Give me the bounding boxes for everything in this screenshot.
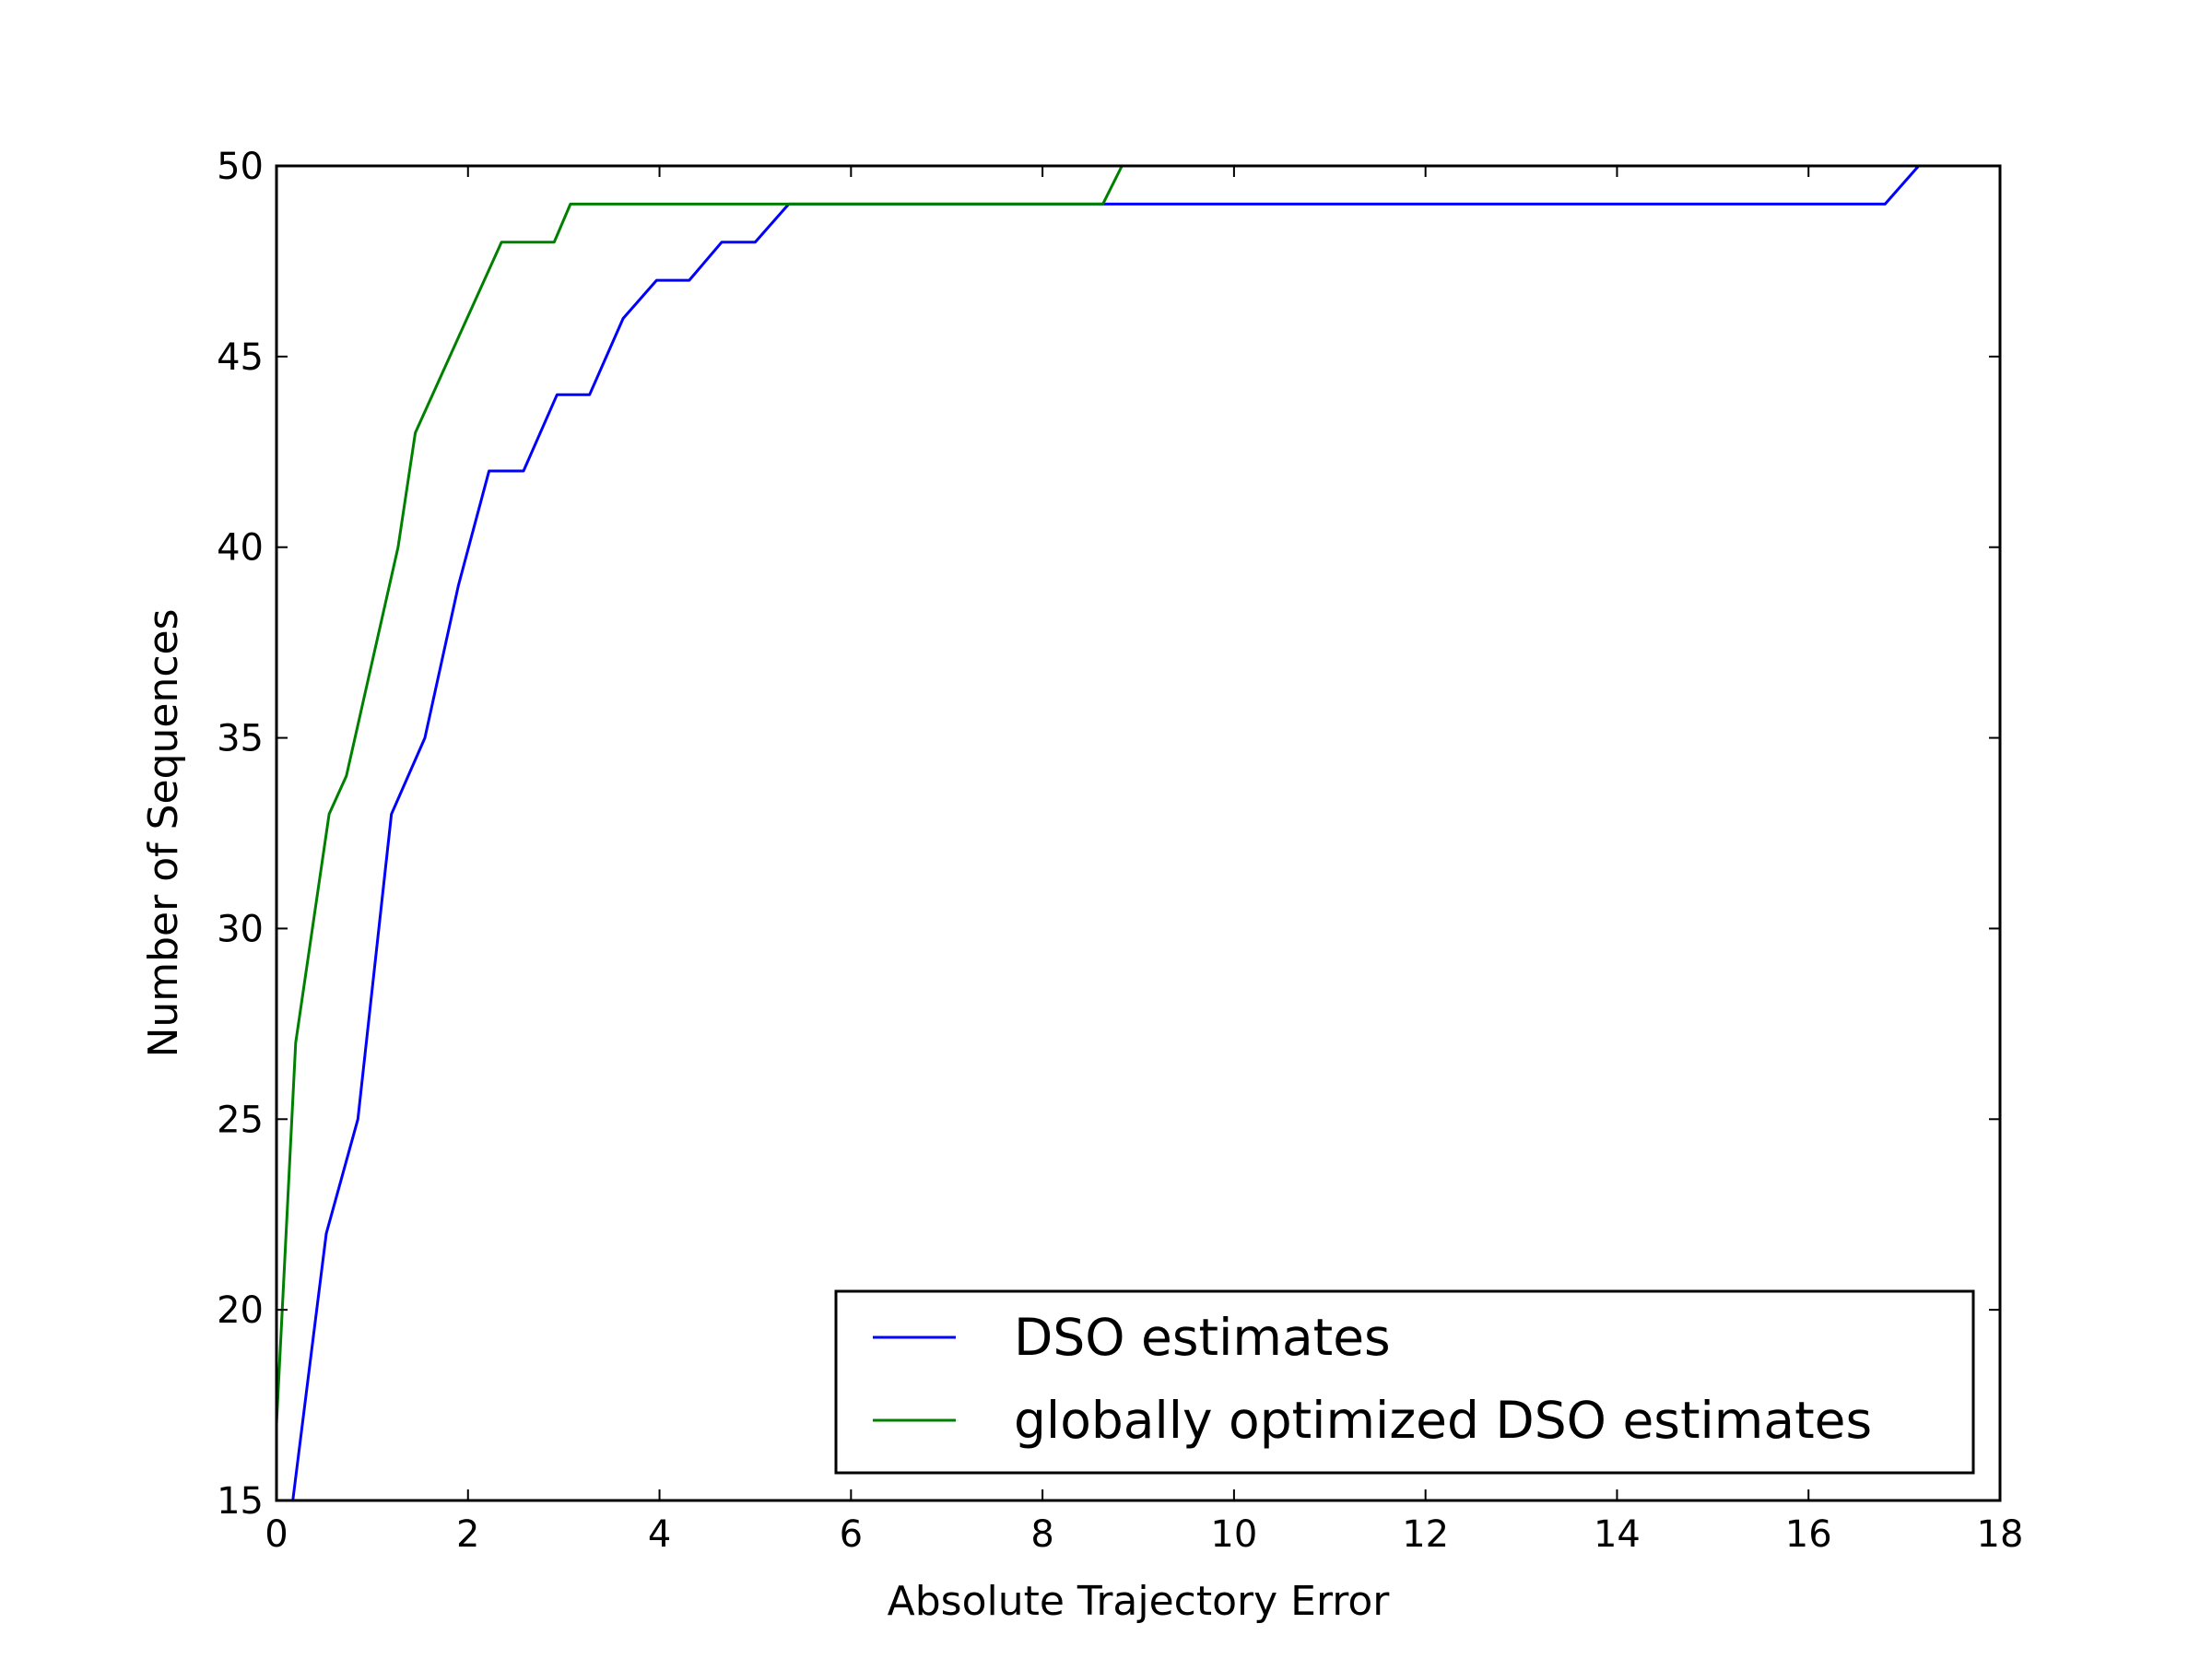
x-tick-label: 12 [1402,1513,1449,1556]
x-tick-label: 0 [265,1513,288,1556]
x-axis-label: Absolute Trajectory Error [888,1578,1391,1625]
legend: DSO estimates globally optimized DSO est… [834,1289,1975,1475]
ticks-layer: 0 2 4 6 8 10 12 14 16 18 15 20 25 30 35 40 45 50 [217,146,2023,1556]
y-tick-label: 35 [217,718,264,760]
legend-label-global: globally optimized DSO estimates [1014,1391,1872,1450]
x-tick-label: 6 [840,1513,863,1556]
x-tick-label: 2 [456,1513,479,1556]
series-layer [275,165,1920,1501]
y-tick-label: 45 [217,336,264,379]
y-tick-label: 50 [217,146,264,188]
series-line-global [275,165,1124,1425]
y-tick-label: 40 [217,527,264,570]
y-tick-label: 20 [217,1289,264,1332]
plot-frame [275,164,2002,1502]
x-tick-label: 16 [1785,1513,1832,1556]
legend-box [834,1289,1975,1475]
y-tick-label: 25 [217,1099,264,1141]
y-axis-label: Number of Sequences [140,608,187,1057]
x-tick-label: 4 [648,1513,671,1556]
series-line-dso [291,165,1920,1501]
x-tick-label: 10 [1210,1513,1257,1556]
legend-label-dso: DSO estimates [1014,1308,1391,1367]
y-tick-label: 30 [217,908,264,950]
x-tick-label: 14 [1594,1513,1641,1556]
y-tick-label: 15 [217,1480,264,1523]
x-tick-label: 18 [1977,1513,2024,1556]
x-tick-label: 8 [1030,1513,1053,1556]
